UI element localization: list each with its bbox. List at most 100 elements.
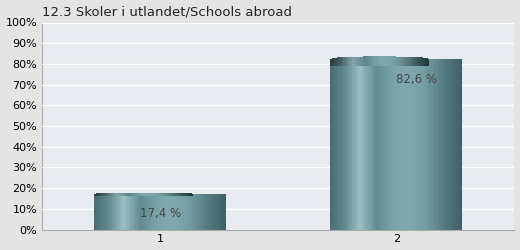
Bar (348, 57, 350, 66)
Bar (420, 58, 421, 230)
Bar (395, 58, 396, 230)
Bar (99, 193, 100, 196)
Bar (385, 56, 386, 66)
Bar (400, 56, 401, 66)
Bar (173, 194, 175, 230)
Bar (185, 194, 187, 230)
Bar (444, 58, 446, 230)
Bar (165, 193, 167, 196)
Bar (167, 194, 168, 230)
Bar (378, 56, 380, 66)
Bar (125, 193, 127, 196)
Bar (170, 193, 172, 196)
Bar (173, 193, 175, 196)
Bar (215, 194, 216, 230)
Bar (119, 193, 121, 196)
Bar (210, 194, 212, 230)
Bar (408, 58, 410, 230)
Bar (124, 194, 125, 230)
Bar (365, 58, 367, 230)
Bar (383, 58, 385, 230)
Bar (147, 194, 149, 230)
Bar (396, 58, 398, 230)
Bar (340, 57, 342, 66)
Bar (213, 194, 215, 230)
Bar (198, 194, 200, 230)
Bar (168, 194, 170, 230)
Bar (139, 194, 140, 230)
Bar (459, 58, 461, 230)
Bar (378, 58, 380, 230)
Bar (188, 194, 190, 230)
Bar (423, 58, 424, 230)
Bar (413, 58, 414, 230)
Bar (152, 193, 153, 196)
Bar (430, 58, 431, 230)
Bar (200, 194, 201, 230)
Bar (115, 193, 117, 196)
Bar (454, 58, 456, 230)
Bar (157, 193, 159, 196)
Bar (392, 56, 393, 66)
Bar (206, 194, 208, 230)
Bar (201, 194, 203, 230)
Bar (155, 193, 157, 196)
Bar (112, 193, 114, 196)
Text: 17,4 %: 17,4 % (139, 207, 181, 220)
Bar (354, 57, 355, 66)
Bar (461, 58, 462, 230)
Bar (162, 194, 163, 230)
Bar (190, 194, 191, 196)
Bar (452, 58, 454, 230)
Bar (149, 193, 150, 196)
Bar (150, 194, 152, 230)
Bar (358, 58, 360, 230)
Bar (178, 194, 180, 230)
Bar (195, 194, 197, 230)
Bar (388, 56, 389, 66)
Bar (111, 193, 112, 196)
Bar (150, 193, 152, 196)
Bar (104, 193, 106, 196)
Bar (410, 57, 411, 66)
Bar (129, 194, 131, 230)
Bar (434, 58, 436, 230)
Bar (393, 56, 395, 66)
Bar (416, 58, 418, 230)
Bar (335, 58, 337, 66)
Bar (448, 58, 449, 230)
Bar (153, 193, 155, 196)
Bar (424, 58, 426, 230)
Bar (350, 57, 352, 66)
Bar (401, 56, 403, 66)
Bar (431, 58, 433, 230)
Bar (403, 58, 405, 230)
Bar (337, 58, 339, 66)
Bar (222, 194, 223, 230)
Bar (218, 194, 219, 230)
Bar (167, 193, 168, 196)
Bar (203, 194, 205, 230)
Bar (162, 193, 163, 196)
Bar (188, 193, 190, 196)
Bar (132, 194, 134, 230)
Bar (181, 193, 183, 196)
Bar (160, 194, 162, 230)
Bar (183, 194, 185, 230)
Bar (124, 193, 125, 196)
Bar (330, 58, 332, 66)
Bar (145, 193, 147, 196)
Bar (376, 58, 378, 230)
Bar (137, 193, 139, 196)
Text: 82,6 %: 82,6 % (396, 73, 437, 86)
Bar (187, 193, 188, 196)
Bar (132, 193, 134, 196)
Bar (216, 194, 218, 230)
Bar (111, 194, 112, 230)
Bar (153, 194, 155, 230)
Bar (411, 58, 413, 230)
Bar (109, 194, 111, 230)
Bar (398, 56, 400, 66)
Bar (347, 58, 348, 230)
Bar (368, 58, 370, 230)
